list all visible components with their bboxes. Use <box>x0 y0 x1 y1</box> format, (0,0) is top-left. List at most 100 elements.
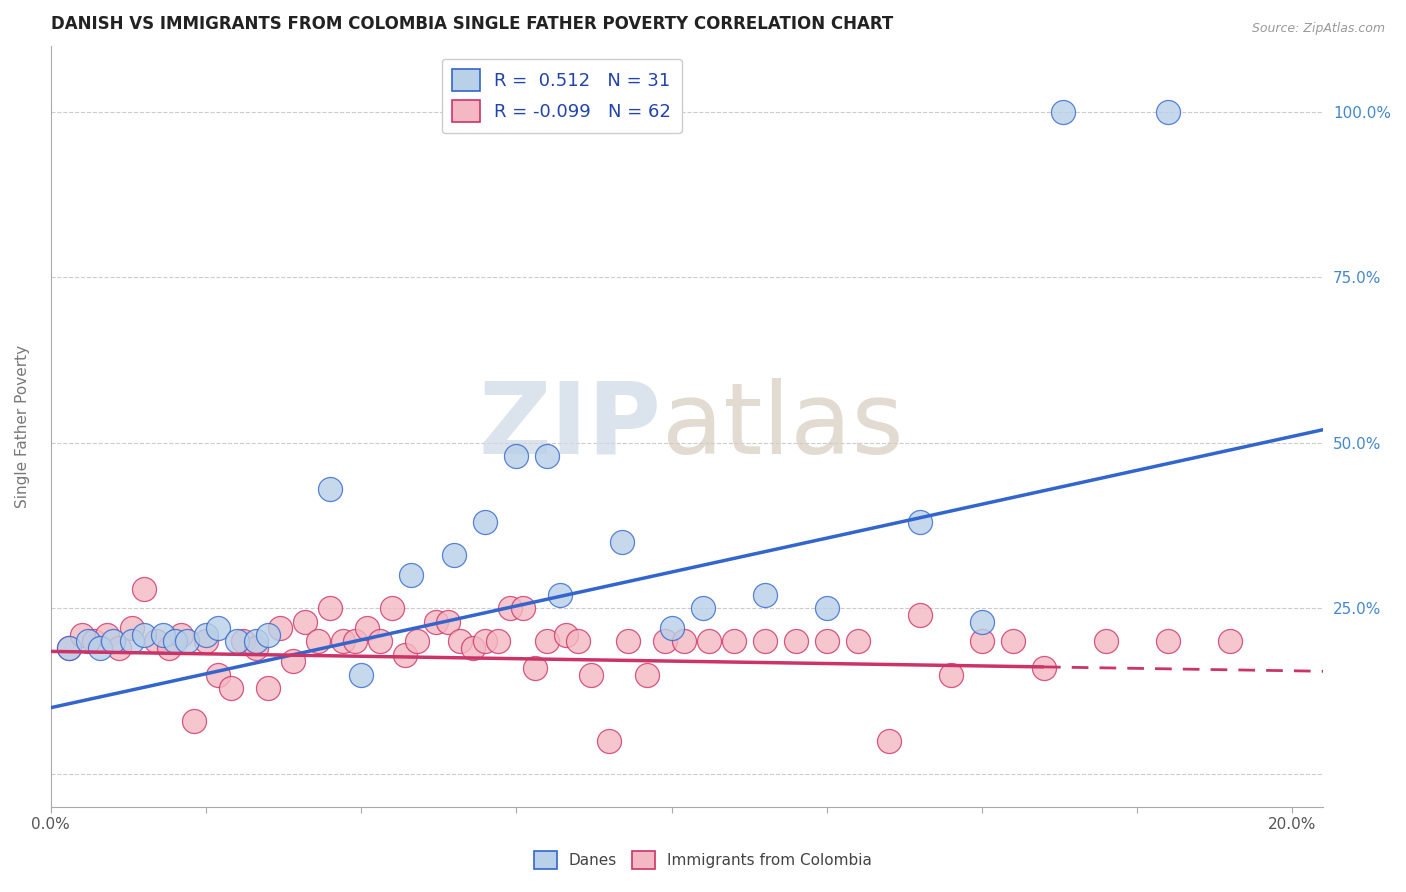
Point <box>754 634 776 648</box>
Point <box>1219 634 1241 648</box>
Point <box>245 634 267 648</box>
Point <box>70 628 93 642</box>
Point <box>1001 634 1024 648</box>
Point <box>672 634 695 648</box>
Point <box>536 449 558 463</box>
Point <box>598 733 620 747</box>
Point <box>121 634 143 648</box>
Point <box>846 634 869 648</box>
Point <box>163 634 186 648</box>
Point <box>101 634 124 648</box>
Point <box>183 714 205 728</box>
Point <box>350 667 373 681</box>
Point <box>219 681 242 695</box>
Point <box>654 634 676 648</box>
Point <box>785 634 807 648</box>
Point <box>195 634 218 648</box>
Point <box>332 634 354 648</box>
Point <box>356 621 378 635</box>
Point <box>121 621 143 635</box>
Point <box>908 607 931 622</box>
Point <box>343 634 366 648</box>
Point <box>610 535 633 549</box>
Point <box>970 634 993 648</box>
Point <box>170 628 193 642</box>
Point <box>523 661 546 675</box>
Point <box>132 582 155 596</box>
Point <box>754 588 776 602</box>
Point <box>908 516 931 530</box>
Point <box>474 634 496 648</box>
Text: atlas: atlas <box>662 378 903 475</box>
Point <box>399 568 422 582</box>
Point <box>108 641 131 656</box>
Point <box>257 681 280 695</box>
Point <box>1157 634 1180 648</box>
Point <box>232 634 254 648</box>
Point <box>77 634 100 648</box>
Point <box>207 667 229 681</box>
Point <box>474 516 496 530</box>
Point <box>132 628 155 642</box>
Point <box>89 641 111 656</box>
Point <box>319 601 342 615</box>
Point <box>970 615 993 629</box>
Point <box>617 634 640 648</box>
Point <box>697 634 720 648</box>
Point <box>176 634 198 648</box>
Point <box>226 634 249 648</box>
Point <box>307 634 329 648</box>
Point <box>548 588 571 602</box>
Point <box>486 634 509 648</box>
Point <box>207 621 229 635</box>
Point <box>661 621 683 635</box>
Point <box>152 628 174 642</box>
Point <box>368 634 391 648</box>
Point <box>83 634 105 648</box>
Point <box>425 615 447 629</box>
Text: Source: ZipAtlas.com: Source: ZipAtlas.com <box>1251 22 1385 36</box>
Point <box>692 601 714 615</box>
Point <box>406 634 429 648</box>
Legend: Danes, Immigrants from Colombia: Danes, Immigrants from Colombia <box>527 845 879 875</box>
Point <box>1157 104 1180 119</box>
Y-axis label: Single Father Poverty: Single Father Poverty <box>15 345 30 508</box>
Point <box>394 648 416 662</box>
Point <box>450 634 472 648</box>
Point <box>294 615 316 629</box>
Point <box>815 634 838 648</box>
Point <box>723 634 745 648</box>
Point <box>145 634 167 648</box>
Point <box>555 628 578 642</box>
Point <box>437 615 460 629</box>
Point <box>58 641 80 656</box>
Point <box>636 667 658 681</box>
Point <box>512 601 534 615</box>
Point <box>579 667 602 681</box>
Point <box>1095 634 1118 648</box>
Point <box>195 628 218 642</box>
Point <box>319 482 342 496</box>
Point <box>567 634 589 648</box>
Point <box>939 667 962 681</box>
Point <box>281 654 304 668</box>
Point <box>58 641 80 656</box>
Point <box>877 733 900 747</box>
Point <box>815 601 838 615</box>
Point <box>269 621 291 635</box>
Point <box>257 628 280 642</box>
Point <box>505 449 527 463</box>
Point <box>461 641 484 656</box>
Point <box>157 641 180 656</box>
Point <box>443 549 465 563</box>
Point <box>381 601 404 615</box>
Point <box>1052 104 1074 119</box>
Legend: R =  0.512   N = 31, R = -0.099   N = 62: R = 0.512 N = 31, R = -0.099 N = 62 <box>441 59 682 133</box>
Point <box>96 628 118 642</box>
Text: DANISH VS IMMIGRANTS FROM COLOMBIA SINGLE FATHER POVERTY CORRELATION CHART: DANISH VS IMMIGRANTS FROM COLOMBIA SINGL… <box>51 15 893 33</box>
Point <box>536 634 558 648</box>
Point <box>1033 661 1056 675</box>
Text: ZIP: ZIP <box>478 378 662 475</box>
Point <box>499 601 522 615</box>
Point <box>245 641 267 656</box>
